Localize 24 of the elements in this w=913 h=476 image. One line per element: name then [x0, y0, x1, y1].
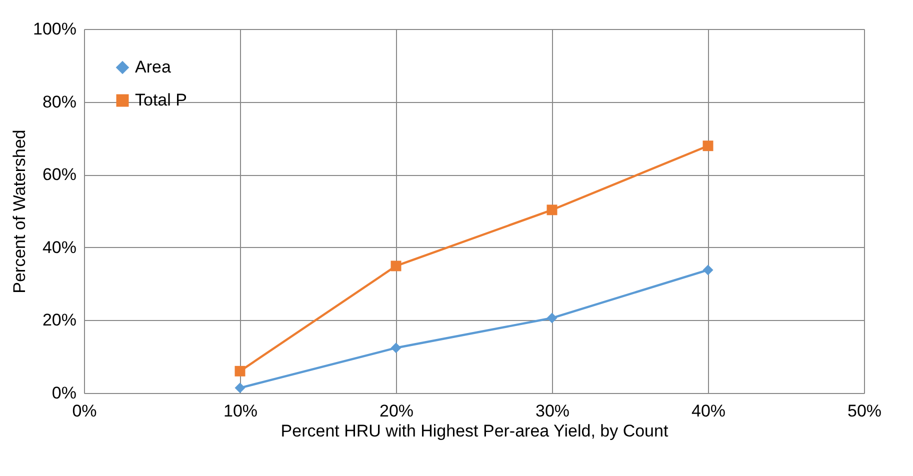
x-tick-label: 50% — [847, 402, 882, 420]
y-tick-label: 100% — [33, 20, 76, 38]
y-axis-title: Percent of Watershed — [10, 130, 30, 294]
legend-label: Total P — [135, 90, 187, 110]
point — [390, 260, 402, 272]
x-tick-label: 0% — [72, 402, 97, 420]
point — [390, 342, 402, 354]
x-tick-label: 40% — [691, 402, 726, 420]
x-axis-title: Percent HRU with Highest Per-area Yield, by Count — [280, 422, 668, 440]
y-tick-label: 20% — [42, 310, 76, 330]
point — [234, 366, 246, 376]
y-tick-label: 60% — [42, 165, 76, 184]
x-tick-label: 30% — [535, 402, 570, 420]
x-tick-label: 20% — [379, 402, 414, 420]
x-tick-label: 10% — [223, 402, 258, 420]
legend-label: Area — [135, 58, 172, 76]
y-tick-label: 80% — [42, 92, 76, 112]
y-tick-label: 40% — [42, 238, 76, 257]
point — [546, 204, 558, 216]
point — [234, 382, 246, 394]
point — [546, 312, 558, 324]
y-tick-label: 0% — [52, 384, 76, 402]
point — [702, 264, 714, 276]
point — [702, 140, 714, 152]
